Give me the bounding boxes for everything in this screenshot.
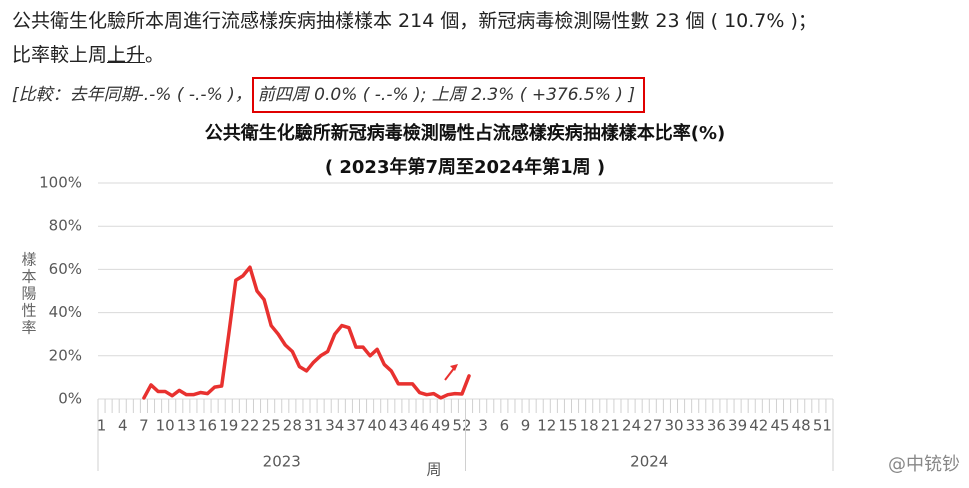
text: 。 <box>145 44 165 66</box>
x-tick-label: 21 <box>601 417 620 435</box>
watermark: @中铳钞 <box>888 454 960 475</box>
x-tick-label: 27 <box>643 417 662 435</box>
x-group-label: 2023 <box>263 453 301 471</box>
x-tick-label: 28 <box>283 417 302 435</box>
x-tick-label: 37 <box>346 417 365 435</box>
line-series <box>142 265 471 400</box>
x-tick-label: 40 <box>368 417 387 435</box>
x-tick-label: 13 <box>177 417 196 435</box>
y-axis-label: 樣本陽性率 <box>20 252 38 337</box>
trend-word: 上升 <box>107 44 146 66</box>
y-tick-label: 40% <box>49 303 82 321</box>
summary-line: 公共衛生化驗所本周進行流感樣疾病抽樣樣本 214 個，新冠病毒檢測陽性數 23 … <box>12 10 817 32</box>
highlight-box: 前四周 0.0% ( -.-% ); 上周 2.3% ( +376.5% ) ] <box>251 77 645 113</box>
comparison-line: [比較：去年同期-.-% ( -.-% )， 前四周 0.0% ( -.-% );… <box>12 77 645 113</box>
x-tick-label: 10 <box>156 417 175 435</box>
x-tick-label: 4 <box>118 417 128 435</box>
x-tick-label: 45 <box>770 417 789 435</box>
x-tick-label: 15 <box>558 417 577 435</box>
x-tick-label: 9 <box>521 417 531 435</box>
x-tick-label: 43 <box>389 417 408 435</box>
x-tick-label: 34 <box>325 417 344 435</box>
x-tick-label: 36 <box>707 417 726 435</box>
x-tick-label: 48 <box>792 417 811 435</box>
x-tick-label: 3 <box>478 417 488 435</box>
chart-subtitle: ( 2023年第7周至2024年第1周 ) <box>325 156 605 178</box>
y-tick-label: 0% <box>58 390 82 408</box>
x-tick-label: 31 <box>304 417 323 435</box>
x-tick-label: 12 <box>537 417 556 435</box>
x-tick-label: 7 <box>139 417 149 435</box>
x-tick-label: 39 <box>728 417 747 435</box>
x-group-label: 2024 <box>630 453 668 471</box>
x-tick-label: 49 <box>431 417 450 435</box>
x-axis-label: 周 <box>426 461 441 479</box>
x-tick-label: 42 <box>749 417 768 435</box>
x-tick-label: 30 <box>664 417 683 435</box>
x-tick-label: 51 <box>813 417 832 435</box>
x-tick-label: 16 <box>198 417 217 435</box>
chart-title: 公共衛生化驗所新冠病毒檢測陽性占流感樣疾病抽樣樣本比率(%) <box>205 122 726 144</box>
y-tick-label: 100% <box>39 174 82 192</box>
x-tick-label: 46 <box>410 417 429 435</box>
x-tick-label: 18 <box>580 417 599 435</box>
x-tick-label: 33 <box>686 417 705 435</box>
x-tick-label: 24 <box>622 417 641 435</box>
y-tick-label: 20% <box>49 346 82 364</box>
trend-line: 比率較上周上升。 <box>12 40 164 67</box>
x-tick-label: 1 <box>97 417 107 435</box>
arrow-head <box>450 364 458 371</box>
x-tick-label: 6 <box>500 417 510 435</box>
y-tick-label: 80% <box>49 217 82 235</box>
x-tick-label: 22 <box>240 417 259 435</box>
x-tick-label: 52 <box>452 417 471 435</box>
x-tick-label: 25 <box>262 417 281 435</box>
text: [比較：去年同期-.-% ( -.-% )， <box>12 85 252 105</box>
y-tick-label: 60% <box>49 260 82 278</box>
text: 比率較上周 <box>12 44 108 66</box>
x-tick-label: 19 <box>219 417 238 435</box>
